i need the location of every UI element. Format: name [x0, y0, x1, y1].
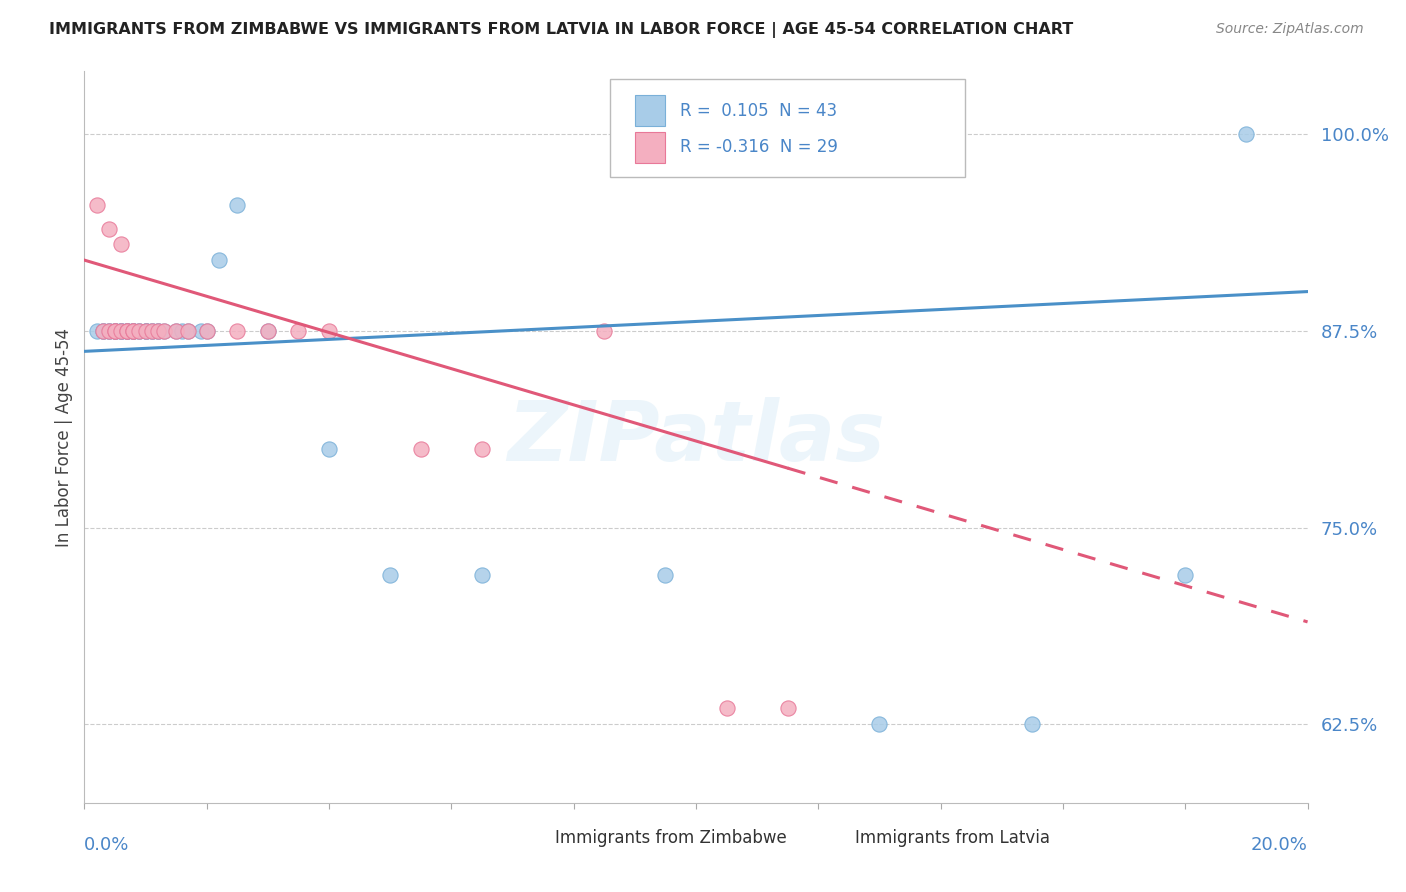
Point — [716, 701, 738, 715]
Point — [141, 324, 163, 338]
Point — [471, 442, 494, 456]
Point — [122, 324, 145, 338]
Point — [86, 324, 108, 338]
Point — [97, 324, 120, 338]
Point — [104, 324, 127, 338]
Point — [104, 324, 127, 338]
Point — [190, 324, 212, 338]
Point — [135, 324, 157, 338]
Point — [104, 324, 127, 338]
Text: Immigrants from Zimbabwe: Immigrants from Zimbabwe — [555, 829, 787, 847]
Point — [141, 324, 163, 338]
Point — [115, 324, 138, 338]
Point — [97, 221, 120, 235]
Point — [208, 253, 231, 268]
Point — [318, 324, 340, 338]
Point — [141, 324, 163, 338]
Point — [115, 324, 138, 338]
Point — [110, 324, 132, 338]
Point — [115, 324, 138, 338]
Point — [195, 324, 218, 338]
Point — [226, 324, 249, 338]
Text: ZIPatlas: ZIPatlas — [508, 397, 884, 477]
Point — [318, 442, 340, 456]
Point — [122, 324, 145, 338]
Point — [1174, 567, 1197, 582]
Point — [110, 324, 132, 338]
Point — [86, 198, 108, 212]
Point — [471, 567, 494, 582]
Text: 0.0%: 0.0% — [84, 836, 129, 854]
Point — [153, 324, 176, 338]
Point — [115, 324, 138, 338]
Point — [122, 324, 145, 338]
FancyBboxPatch shape — [610, 78, 965, 178]
Point — [146, 324, 169, 338]
Point — [654, 567, 676, 582]
FancyBboxPatch shape — [636, 132, 665, 163]
Point — [380, 567, 402, 582]
Point — [135, 324, 157, 338]
Point — [110, 324, 132, 338]
Text: 20.0%: 20.0% — [1251, 836, 1308, 854]
Point — [91, 324, 114, 338]
Point — [97, 324, 120, 338]
Point — [91, 324, 114, 338]
FancyBboxPatch shape — [818, 825, 846, 850]
Point — [257, 324, 280, 338]
Point — [869, 717, 891, 731]
Point — [195, 324, 218, 338]
Text: R =  0.105  N = 43: R = 0.105 N = 43 — [681, 102, 837, 120]
Point — [115, 324, 138, 338]
Point — [1236, 128, 1258, 142]
Point — [257, 324, 280, 338]
FancyBboxPatch shape — [636, 95, 665, 127]
Text: Source: ZipAtlas.com: Source: ZipAtlas.com — [1216, 22, 1364, 37]
Point — [128, 324, 150, 338]
Point — [97, 324, 120, 338]
Text: IMMIGRANTS FROM ZIMBABWE VS IMMIGRANTS FROM LATVIA IN LABOR FORCE | AGE 45-54 CO: IMMIGRANTS FROM ZIMBABWE VS IMMIGRANTS F… — [49, 22, 1073, 38]
Point — [110, 237, 132, 252]
Point — [135, 324, 157, 338]
Point — [165, 324, 187, 338]
Point — [122, 324, 145, 338]
Point — [172, 324, 194, 338]
Point — [287, 324, 309, 338]
Text: R = -0.316  N = 29: R = -0.316 N = 29 — [681, 138, 838, 156]
Point — [110, 324, 132, 338]
Point — [104, 324, 127, 338]
Point — [91, 324, 114, 338]
Point — [104, 324, 127, 338]
Point — [146, 324, 169, 338]
Point — [122, 324, 145, 338]
Point — [153, 324, 176, 338]
Point — [776, 701, 799, 715]
Point — [409, 442, 432, 456]
Point — [146, 324, 169, 338]
Point — [128, 324, 150, 338]
Point — [1021, 717, 1043, 731]
Point — [177, 324, 200, 338]
FancyBboxPatch shape — [519, 825, 547, 850]
Point — [135, 324, 157, 338]
Text: Immigrants from Latvia: Immigrants from Latvia — [855, 829, 1050, 847]
Point — [177, 324, 200, 338]
Point — [226, 198, 249, 212]
Y-axis label: In Labor Force | Age 45-54: In Labor Force | Age 45-54 — [55, 327, 73, 547]
Point — [593, 324, 616, 338]
Point — [165, 324, 187, 338]
Point — [128, 324, 150, 338]
